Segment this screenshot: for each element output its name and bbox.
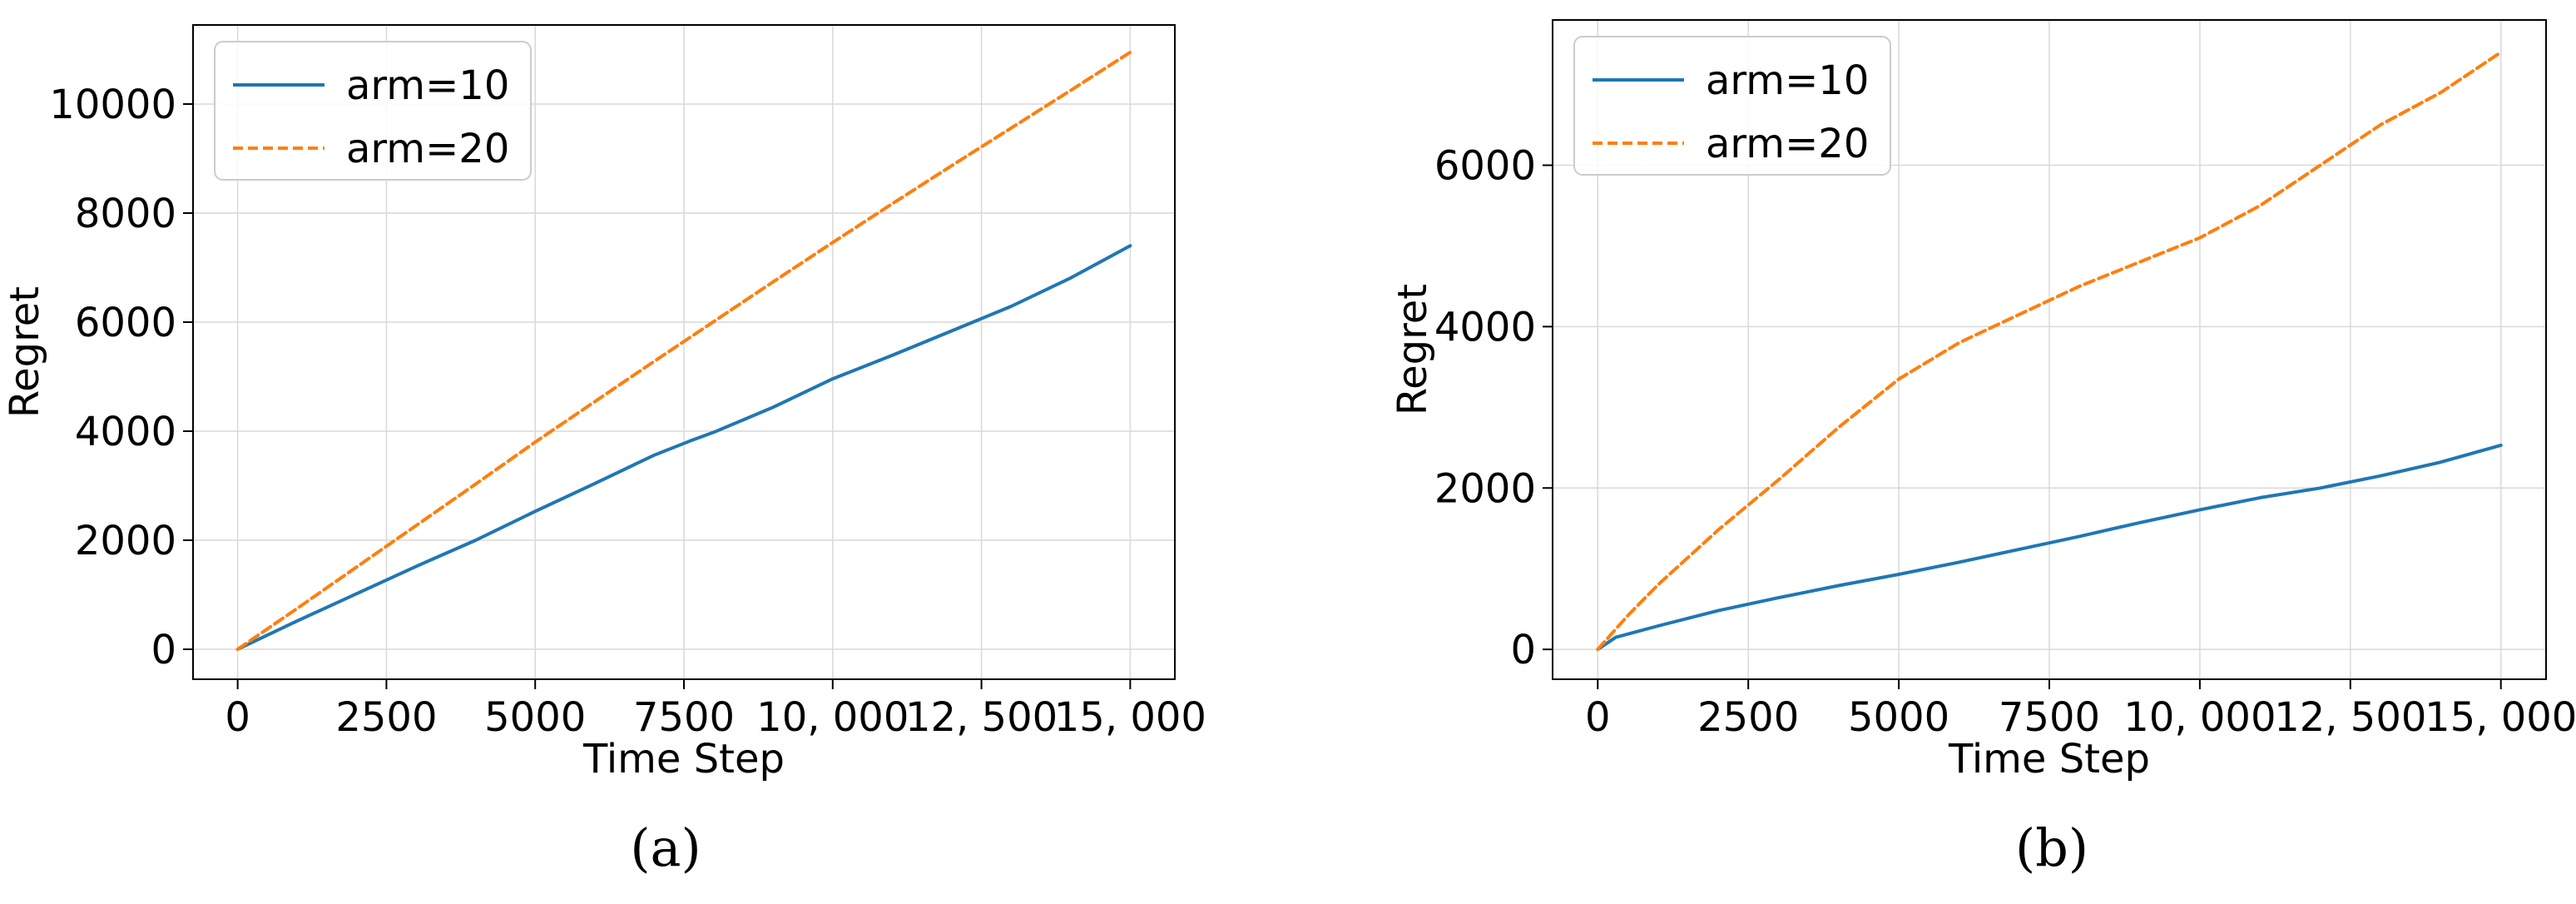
series-line-arm-20: [235, 50, 1132, 651]
y-tick-label: 6000: [75, 300, 176, 346]
x-tick-label: 5000: [484, 694, 586, 741]
tick-marks: [183, 102, 1132, 689]
x-tick-label: 0: [1585, 694, 1611, 741]
y-tick-label: 6000: [1434, 142, 1536, 189]
y-axis-label: Regret: [2, 286, 48, 418]
series-line-arm-10: [235, 244, 1132, 651]
y-tick-label: 2000: [75, 518, 176, 564]
x-axis-label: Time Step: [582, 736, 785, 782]
panel-caption-a: (a): [630, 817, 701, 878]
legend-box: [214, 41, 532, 181]
y-tick-label: 10000: [49, 82, 176, 128]
y-tick-label: 2000: [1434, 465, 1536, 512]
legend-label: arm=20: [1706, 121, 1869, 167]
y-tick-label: 4000: [75, 409, 176, 455]
legend-label: arm=10: [346, 62, 509, 109]
series-lines: [235, 50, 1132, 651]
y-tick-label: 4000: [1434, 304, 1536, 350]
x-tick-label: 7500: [633, 694, 735, 741]
x-tick-label: 10, 000: [2123, 694, 2276, 741]
x-tick-label: 12, 500: [2274, 694, 2426, 741]
panel-caption-b: (b): [2015, 817, 2088, 878]
legend: arm=10 arm=20: [214, 41, 532, 181]
x-tick-label: 12, 500: [905, 694, 1058, 741]
x-tick-label: 15, 000: [2425, 694, 2576, 741]
series-line-arm-10: [1596, 443, 2503, 652]
series-line-arm-20: [1596, 50, 2503, 652]
y-axis-label: Regret: [1390, 284, 1436, 415]
grid-lines: [1553, 20, 2546, 679]
legend-box: [1573, 36, 1891, 176]
x-axis-label: Time Step: [1948, 736, 2150, 782]
x-tick-label: 10, 000: [756, 694, 909, 741]
grid-lines: [193, 25, 1175, 679]
x-tick-label: 5000: [1848, 694, 1949, 741]
x-tick-label: 15, 000: [1054, 694, 1206, 741]
y-tick-label: 8000: [75, 191, 176, 237]
legend: arm=10 arm=20: [1573, 36, 1891, 176]
x-tick-label: 2500: [1697, 694, 1799, 741]
legend-label: arm=10: [1706, 57, 1869, 104]
x-tick-label: 0: [225, 694, 250, 741]
x-tick-label: 7500: [1999, 694, 2100, 741]
tick-marks: [1543, 164, 2502, 689]
legend-label: arm=20: [346, 126, 509, 172]
y-tick-label: 0: [1510, 627, 1536, 673]
x-tick-label: 2500: [335, 694, 437, 741]
y-tick-label: 0: [151, 627, 176, 673]
series-lines: [1596, 50, 2503, 652]
